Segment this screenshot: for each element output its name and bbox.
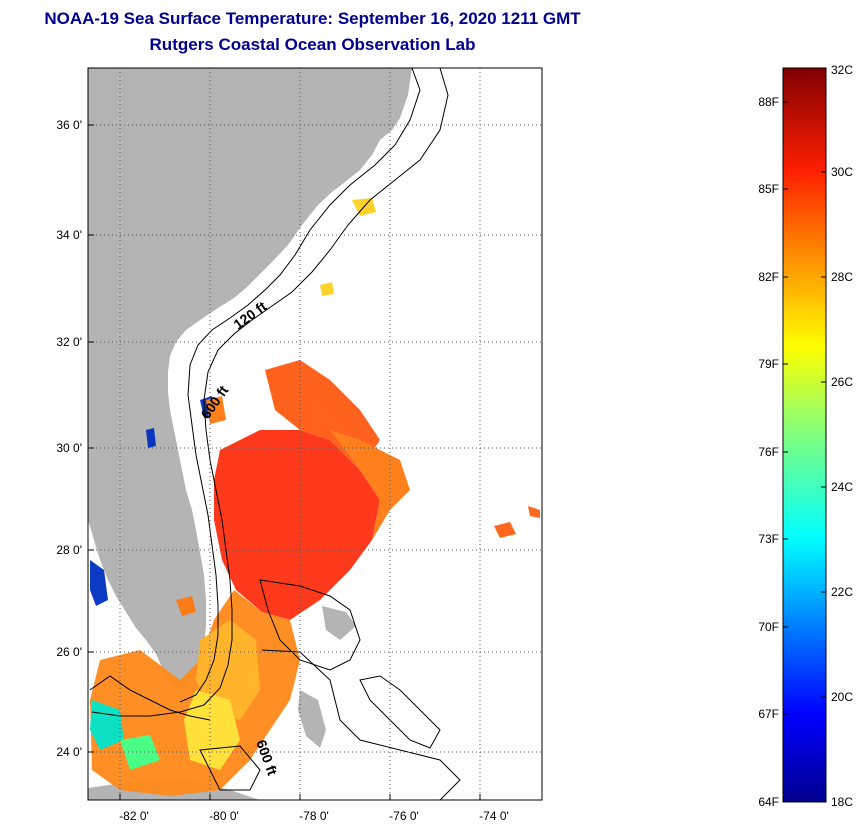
sst-data [90,198,540,796]
lon-label: -80 0' [209,809,239,823]
colorbar-f-label: 73F [758,532,779,546]
lon-label: -82 0' [119,809,149,823]
colorbar-f-label: 70F [758,620,779,634]
colorbar-f-label: 64F [758,795,779,809]
colorbar-c-label: 18C [831,795,853,809]
longitude-axis: -82 0' -80 0' -78 0' -76 0' -74 0' [119,809,509,823]
map-title: NOAA-19 Sea Surface Temperature: Septemb… [44,9,581,28]
colorbar-c-label: 22C [831,585,853,599]
latitude-axis: 36 0' 34 0' 32 0' 30 0' 28 0' 26 0' 24 0… [56,118,82,759]
colorbar-f-label: 67F [758,707,779,721]
colorbar-f-label: 88F [758,95,779,109]
lat-label: 36 0' [56,118,82,132]
lon-label: -78 0' [299,809,329,823]
colorbar-c-label: 20C [831,690,853,704]
lat-label: 24 0' [56,745,82,759]
colorbar-f-label: 82F [758,270,779,284]
colorbar-c-label: 26C [831,375,853,389]
colorbar-f-label: 85F [758,182,779,196]
colorbar-c-label: 24C [831,480,853,494]
lat-label: 30 0' [56,441,82,455]
lat-label: 28 0' [56,543,82,557]
map-plot: 120 ft 600 ft 600 ft [88,68,542,800]
lat-label: 34 0' [56,228,82,242]
colorbar-c-label: 32C [831,63,853,77]
bahamas-island [298,690,326,748]
temperature-colorbar: 88F 85F 82F 79F 76F 73F 70F 67F 64F 32C … [758,63,853,809]
colorbar-gradient [782,67,827,803]
lon-label: -76 0' [389,809,419,823]
lat-label: 26 0' [56,645,82,659]
map-subtitle: Rutgers Coastal Ocean Observation Lab [149,35,476,54]
colorbar-f-label: 79F [758,357,779,371]
plot-frame [87,67,543,801]
tick-marks [88,124,481,800]
colorbar-f-label: 76F [758,445,779,459]
colorbar-c-label: 28C [831,270,853,284]
bathymetry-contours [89,68,461,800]
lon-label: -74 0' [479,809,509,823]
land-mass [88,68,412,690]
bahamas-island [322,606,356,640]
lat-label: 32 0' [56,335,82,349]
colorbar-c-label: 30C [831,165,853,179]
